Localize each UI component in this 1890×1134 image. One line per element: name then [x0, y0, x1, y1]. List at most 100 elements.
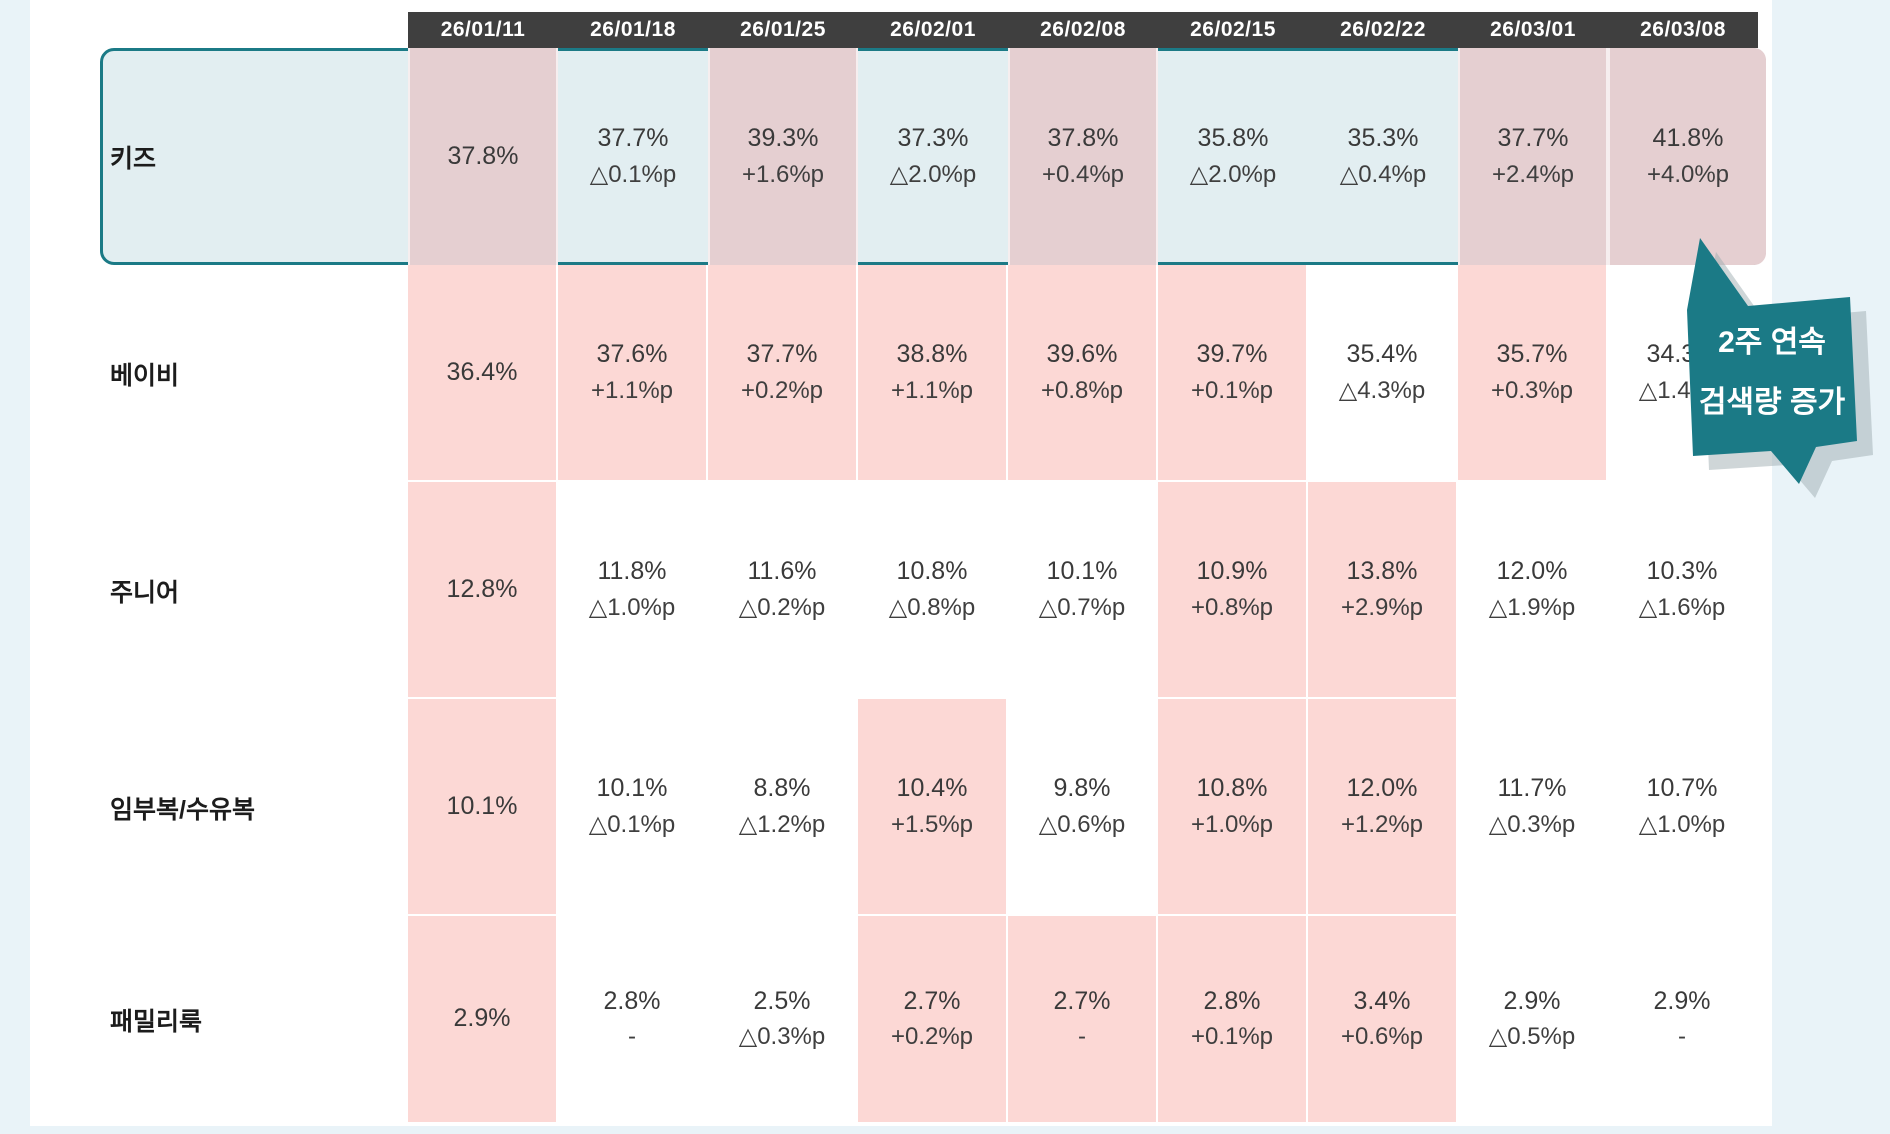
- cell-delta: △1.9%p: [1488, 593, 1576, 621]
- cell-value: 13.8%: [1346, 557, 1418, 586]
- cell-value: 2.9%: [1503, 986, 1561, 1015]
- cell-value: 2.9%: [453, 1004, 511, 1033]
- cell-delta: +0.1%p: [1190, 376, 1274, 404]
- table-cell: 36.4%: [408, 265, 558, 482]
- cell-delta: △0.6%p: [1038, 810, 1126, 838]
- cell-value: 10.7%: [1646, 774, 1718, 803]
- table-cell: 2.9% -: [1608, 916, 1758, 1124]
- table-cell: 11.6% △0.2%p: [708, 482, 858, 699]
- table-cell: 10.1% △0.1%p: [558, 699, 708, 916]
- cell-value: 10.1%: [1046, 557, 1118, 586]
- row-label: 키즈: [110, 144, 157, 173]
- cell-value: 3.4%: [1353, 986, 1411, 1015]
- cell-delta: +1.1%p: [590, 376, 674, 404]
- table-cell: 37.7% +0.2%p: [708, 265, 858, 482]
- cell-delta: △1.0%p: [588, 593, 676, 621]
- column-header: 26/01/25: [708, 12, 858, 48]
- table-cell: 10.8% △0.8%p: [858, 482, 1008, 699]
- cell-delta: △0.2%p: [738, 593, 826, 621]
- cell-delta: △0.4%p: [1339, 160, 1427, 188]
- column-header: 26/03/01: [1458, 12, 1608, 48]
- row-label: 주니어: [110, 578, 180, 607]
- table-cell: 12.8%: [408, 482, 558, 699]
- column-header: 26/02/15: [1158, 12, 1308, 48]
- cell-delta: +4.0%p: [1646, 160, 1730, 188]
- table-cell: 11.7% △0.3%p: [1458, 699, 1608, 916]
- cell-value: 41.8%: [1652, 124, 1724, 153]
- table-cell: 37.8%: [408, 48, 558, 265]
- table-cell: 37.6% +1.1%p: [558, 265, 708, 482]
- table-cell: 10.4% +1.5%p: [858, 699, 1008, 916]
- table-cell: 37.7% +2.4%p: [1458, 48, 1608, 265]
- cell-value: 35.4%: [1346, 340, 1418, 369]
- table-cell: 2.9% △0.5%p: [1458, 916, 1608, 1124]
- table-cell: 9.8% △0.6%p: [1008, 699, 1158, 916]
- cell-value: 37.8%: [447, 141, 519, 170]
- cell-delta: △0.1%p: [588, 810, 676, 838]
- cell-delta: △0.8%p: [888, 593, 976, 621]
- table-cell: 2.8% -: [558, 916, 708, 1124]
- cell-delta: +0.2%p: [740, 376, 824, 404]
- cell-value: 39.7%: [1196, 340, 1268, 369]
- cell-delta: +0.6%p: [1340, 1023, 1424, 1051]
- cell-delta: +0.3%p: [1490, 376, 1574, 404]
- table-cell: 2.8% +0.1%p: [1158, 916, 1308, 1124]
- table-cell: 35.8% △2.0%p: [1158, 48, 1308, 265]
- cell-value: 10.8%: [896, 557, 968, 586]
- cell-value: 10.3%: [1646, 557, 1718, 586]
- table-cell: 8.8% △1.2%p: [708, 699, 858, 916]
- table-cell: 10.9% +0.8%p: [1158, 482, 1308, 699]
- cell-value: 35.3%: [1347, 124, 1419, 153]
- cell-value: 36.4%: [446, 357, 518, 386]
- table-cell: 39.6% +0.8%p: [1008, 265, 1158, 482]
- cell-delta: +1.2%p: [1340, 810, 1424, 838]
- cell-value: 10.4%: [896, 774, 968, 803]
- row-label: 임부복/수유복: [110, 795, 255, 824]
- table-cell: 2.5% △0.3%p: [708, 916, 858, 1124]
- cell-value: 11.6%: [747, 557, 817, 586]
- cell-value: 39.3%: [747, 124, 819, 153]
- cell-value: 10.9%: [1196, 557, 1268, 586]
- cell-value: 12.0%: [1346, 774, 1418, 803]
- table-cell: 2.7% -: [1008, 916, 1158, 1124]
- cell-value: 2.7%: [1053, 986, 1111, 1015]
- cell-delta: +0.8%p: [1040, 376, 1124, 404]
- cell-value: 10.8%: [1196, 774, 1268, 803]
- cell-value: 37.7%: [597, 124, 669, 153]
- cell-delta: △1.2%p: [738, 810, 826, 838]
- cell-value: 37.8%: [1047, 124, 1119, 153]
- row-label: 베이비: [110, 361, 180, 390]
- cell-delta: -: [628, 1023, 636, 1051]
- table-cell: 38.8% +1.1%p: [858, 265, 1008, 482]
- table-cell: 41.8% +4.0%p: [1608, 48, 1766, 265]
- column-header: 26/03/08: [1608, 12, 1758, 48]
- cell-delta: +0.8%p: [1190, 593, 1274, 621]
- cell-delta: -: [1678, 1023, 1686, 1051]
- cell-value: 34.3%: [1646, 340, 1718, 369]
- cell-delta: +0.2%p: [890, 1023, 974, 1051]
- table-cell: 37.7% △0.1%p: [558, 48, 708, 265]
- table-cell: 2.7% +0.2%p: [858, 916, 1008, 1124]
- cell-delta: +1.0%p: [1190, 810, 1274, 838]
- cell-value: 39.6%: [1046, 340, 1118, 369]
- cell-delta: △1.0%p: [1638, 810, 1726, 838]
- cell-delta: △0.7%p: [1038, 593, 1126, 621]
- cell-value: 12.8%: [446, 574, 518, 603]
- header-corner: [100, 12, 408, 48]
- cell-value: 11.7%: [1497, 774, 1567, 803]
- cell-value: 8.8%: [753, 774, 811, 803]
- cell-delta: -: [1078, 1023, 1086, 1051]
- table-cell: 2.9%: [408, 916, 558, 1124]
- column-header: 26/01/11: [408, 12, 558, 48]
- cell-delta: △2.0%p: [889, 160, 977, 188]
- cell-delta: +0.4%p: [1041, 160, 1125, 188]
- cell-value: 10.1%: [446, 791, 518, 820]
- cell-value: 9.8%: [1053, 774, 1111, 803]
- cell-delta: △0.5%p: [1488, 1023, 1576, 1051]
- cell-value: 37.6%: [596, 340, 668, 369]
- table-cell: 10.7% △1.0%p: [1608, 699, 1758, 916]
- cell-value: 35.7%: [1496, 340, 1568, 369]
- table-cell: 12.0% +1.2%p: [1308, 699, 1458, 916]
- cell-delta: +1.6%p: [741, 160, 825, 188]
- cell-value: 2.8%: [1203, 986, 1261, 1015]
